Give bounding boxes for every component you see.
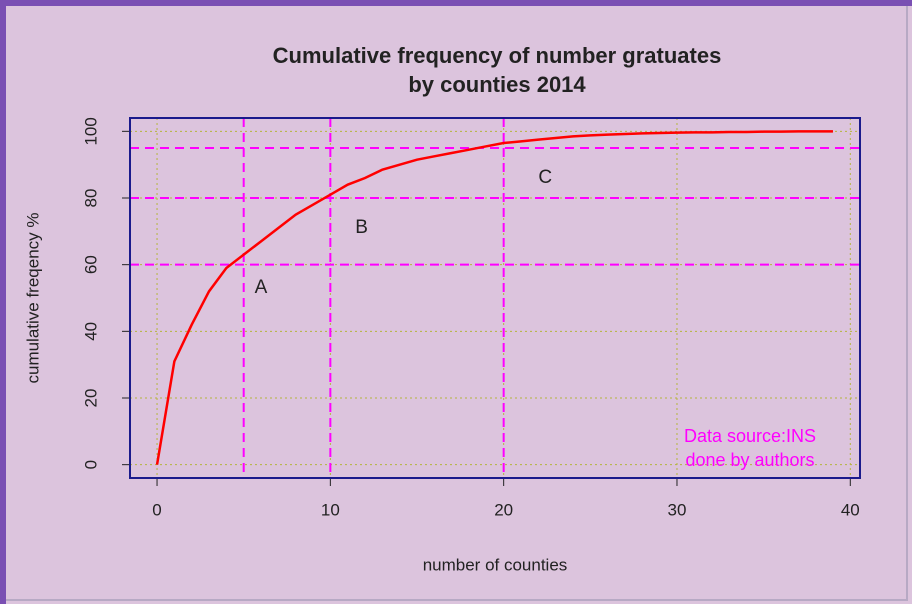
y-tick-label: 100 [81,117,100,145]
source-note: Data source:INS [684,426,816,446]
y-axis-label: cumulative freqency % [23,212,42,383]
x-tick-label: 10 [321,500,340,519]
annotation: A [255,277,268,298]
x-tick-label: 40 [841,500,860,519]
annotation: B [355,217,368,238]
x-tick-label: 30 [668,500,687,519]
y-tick-label: 80 [81,189,100,208]
y-tick-label: 20 [81,389,100,408]
y-tick-label: 40 [81,322,100,341]
x-axis-label: number of counties [423,555,568,574]
y-tick-label: 60 [81,255,100,274]
plot-border [129,117,861,479]
source-note: done by authors [685,450,814,470]
x-tick-label: 0 [152,500,161,519]
y-tick-label: 0 [81,460,100,469]
chart-title: by counties 2014 [408,72,586,97]
annotation: C [538,167,552,188]
x-tick-label: 20 [494,500,513,519]
chart-title: Cumulative frequency of number gratuates [273,43,722,68]
data-line [155,130,833,465]
